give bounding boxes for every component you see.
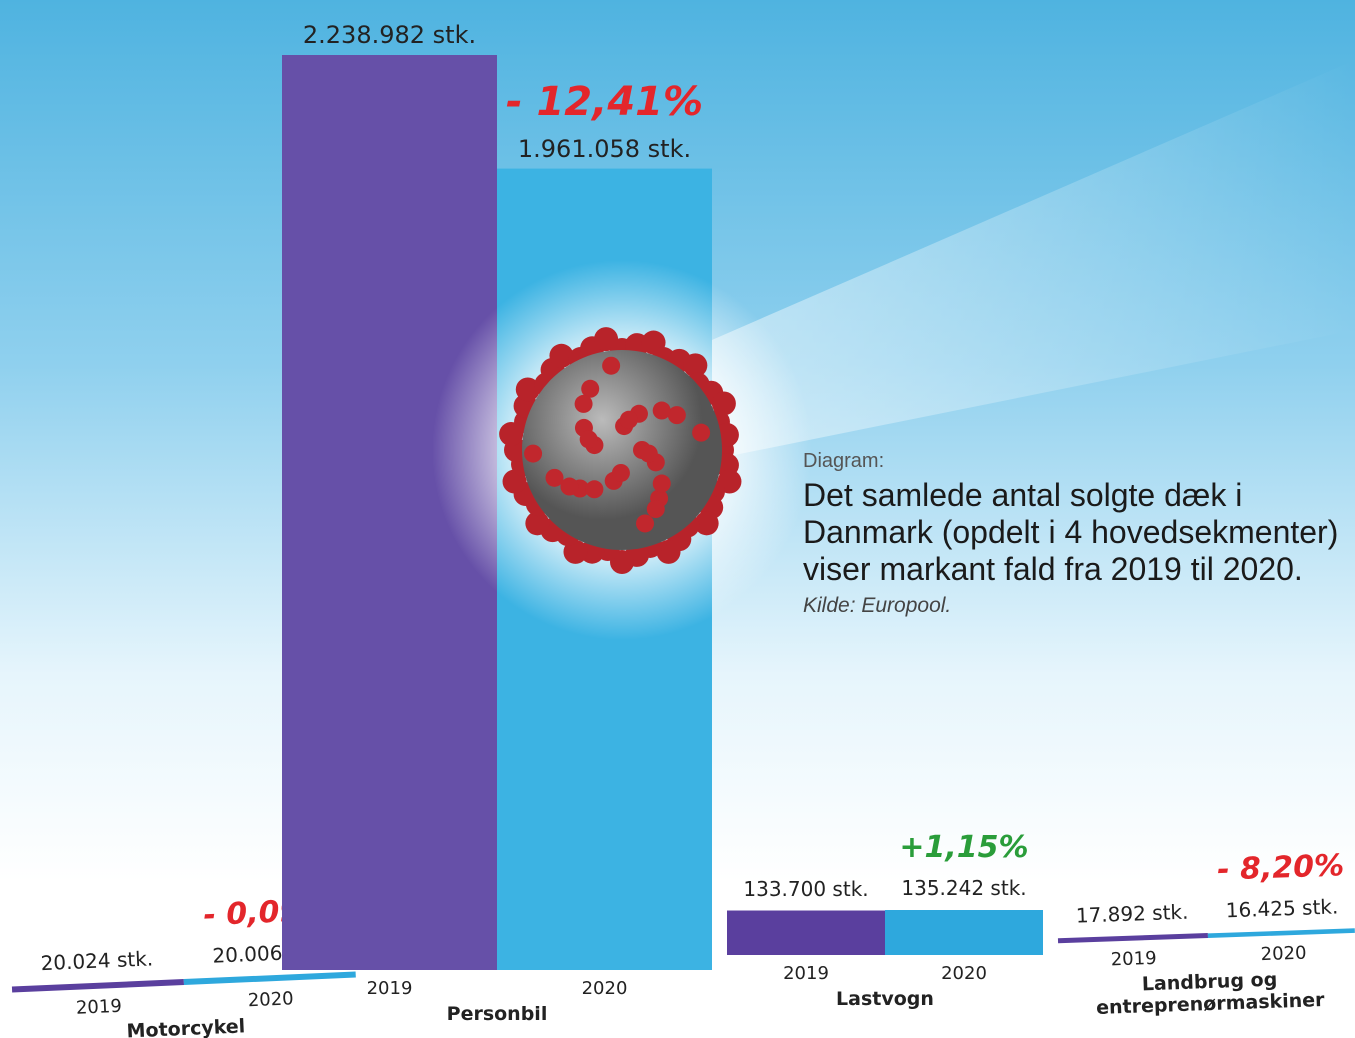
x-tick-label: 2020: [941, 963, 987, 984]
bar: [727, 910, 885, 955]
change-annotation: +1,15%: [899, 830, 1029, 865]
x-tick-label: 2020: [1260, 942, 1307, 966]
bar: [11, 979, 184, 993]
value-label: 135.242 stk.: [901, 876, 1027, 900]
x-tick-label: 2019: [783, 963, 829, 984]
value-label: 133.700 stk.: [743, 876, 869, 901]
value-label: 16.425 stk.: [1225, 894, 1339, 923]
bar: [885, 910, 1043, 955]
x-tick-label: 2019: [1110, 947, 1157, 971]
value-label: 1.961.058 stk.: [517, 134, 692, 163]
x-tick-label: 2019: [366, 978, 413, 999]
change-annotation: - 8,20%: [1216, 848, 1345, 889]
caption-source: Kilde: Europool.: [803, 594, 952, 618]
group-title: Lastvogn: [836, 988, 934, 1010]
value-label: 17.892 stk.: [1075, 899, 1189, 928]
bar: [1057, 933, 1208, 944]
caption-headline: Det samlede antal solgte dæk i Danmark (…: [803, 477, 1339, 588]
x-tick-label: 2020: [581, 978, 628, 999]
group-title: Personbil: [446, 1003, 548, 1025]
caption-label: Diagram:: [803, 450, 885, 472]
value-label: 2.238.982 stk.: [302, 21, 477, 49]
change-annotation: - 12,41%: [505, 78, 704, 125]
group-title: Landbrug og entreprenørmaskiner: [1095, 968, 1325, 1019]
caption: Diagram: Det samlede antal solgte dæk i …: [803, 450, 1355, 618]
bar: [183, 971, 356, 985]
bar: [1207, 928, 1355, 939]
